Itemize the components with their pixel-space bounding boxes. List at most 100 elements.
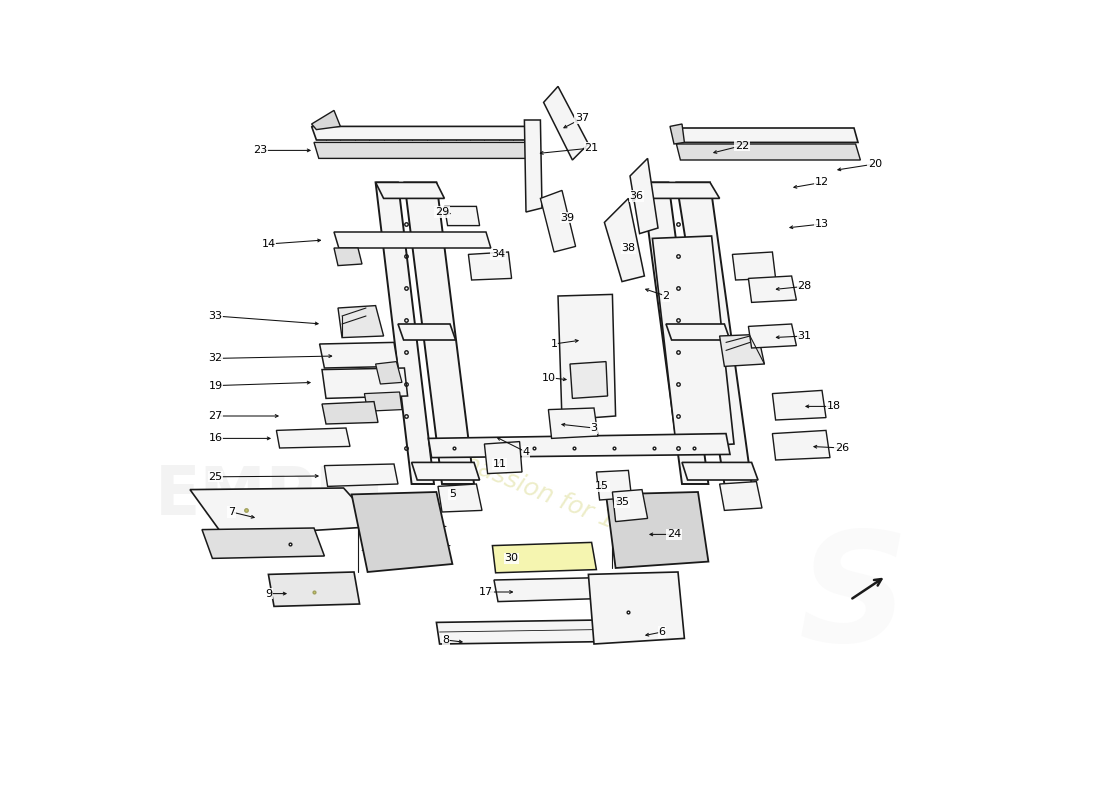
Text: 5: 5 [449, 490, 455, 499]
Polygon shape [375, 182, 434, 484]
Polygon shape [670, 124, 684, 144]
Polygon shape [630, 158, 658, 234]
Text: 17: 17 [478, 587, 493, 597]
Polygon shape [438, 484, 482, 512]
Text: 39: 39 [561, 213, 574, 222]
Polygon shape [676, 182, 751, 484]
Text: 14: 14 [262, 239, 275, 249]
Polygon shape [543, 86, 588, 160]
Text: 13: 13 [815, 219, 829, 229]
Polygon shape [540, 190, 575, 252]
Polygon shape [276, 428, 350, 448]
Polygon shape [596, 470, 631, 500]
Polygon shape [606, 492, 708, 568]
Text: EMPIE: EMPIE [155, 463, 385, 529]
Text: 11: 11 [493, 459, 507, 469]
Text: 35: 35 [615, 498, 629, 507]
Polygon shape [311, 126, 532, 140]
Polygon shape [375, 362, 402, 384]
Polygon shape [682, 462, 758, 480]
Polygon shape [311, 110, 340, 130]
Polygon shape [719, 334, 764, 366]
Text: 12: 12 [815, 178, 829, 187]
Text: 10: 10 [541, 373, 556, 382]
Text: 32: 32 [209, 354, 222, 363]
Polygon shape [733, 252, 775, 280]
Polygon shape [674, 128, 858, 142]
Polygon shape [469, 252, 512, 280]
Text: 33: 33 [209, 311, 222, 321]
Polygon shape [190, 488, 378, 536]
Polygon shape [444, 206, 480, 226]
Polygon shape [352, 492, 452, 572]
Text: 18: 18 [827, 402, 842, 411]
Polygon shape [570, 362, 607, 398]
Text: 9: 9 [265, 589, 272, 598]
Text: 19: 19 [209, 381, 222, 390]
Text: 37: 37 [575, 114, 590, 123]
Polygon shape [428, 434, 730, 458]
Text: 38: 38 [621, 243, 636, 253]
Polygon shape [338, 306, 384, 338]
Polygon shape [748, 276, 796, 302]
Text: 26: 26 [835, 443, 849, 453]
Polygon shape [320, 342, 398, 368]
Polygon shape [411, 462, 480, 480]
Polygon shape [398, 324, 455, 340]
Text: 2: 2 [662, 291, 670, 301]
Text: 1: 1 [550, 339, 558, 349]
Polygon shape [604, 198, 645, 282]
Text: 34: 34 [491, 250, 505, 259]
Text: S: S [799, 526, 909, 674]
Polygon shape [405, 182, 474, 484]
Text: 6: 6 [659, 627, 666, 637]
Text: 16: 16 [209, 434, 222, 443]
Polygon shape [334, 248, 362, 266]
Polygon shape [558, 294, 616, 420]
Text: 31: 31 [798, 331, 812, 341]
Polygon shape [719, 482, 762, 510]
Polygon shape [334, 232, 491, 248]
Polygon shape [772, 390, 826, 420]
Text: 29: 29 [434, 207, 449, 217]
Text: 36: 36 [629, 191, 644, 201]
Text: 15: 15 [595, 482, 609, 491]
Polygon shape [666, 324, 730, 340]
Text: 24: 24 [667, 530, 681, 539]
Polygon shape [525, 120, 542, 212]
Text: 20: 20 [868, 159, 882, 169]
Text: 21: 21 [584, 143, 598, 153]
Text: 25: 25 [209, 472, 222, 482]
Polygon shape [324, 464, 398, 486]
Polygon shape [493, 542, 596, 573]
Text: 28: 28 [798, 282, 812, 291]
Polygon shape [484, 442, 522, 474]
Polygon shape [642, 182, 708, 484]
Polygon shape [613, 490, 648, 522]
Polygon shape [652, 236, 734, 448]
Polygon shape [748, 324, 796, 348]
Text: 22: 22 [735, 141, 749, 150]
Text: a passion for 1985: a passion for 1985 [438, 442, 662, 550]
Polygon shape [772, 430, 830, 460]
Polygon shape [314, 142, 532, 158]
Text: 27: 27 [209, 411, 222, 421]
Polygon shape [676, 144, 860, 160]
Text: 8: 8 [442, 635, 450, 645]
Polygon shape [268, 572, 360, 606]
Polygon shape [588, 572, 684, 644]
Polygon shape [642, 182, 719, 198]
Polygon shape [202, 528, 324, 558]
Polygon shape [437, 620, 604, 644]
Text: 30: 30 [505, 554, 518, 563]
Polygon shape [549, 408, 598, 438]
Polygon shape [322, 368, 408, 398]
Text: 4: 4 [522, 447, 529, 457]
Text: 3: 3 [591, 423, 597, 433]
Polygon shape [494, 578, 606, 602]
Polygon shape [322, 402, 378, 424]
Text: 23: 23 [253, 146, 267, 155]
Polygon shape [375, 182, 444, 198]
Polygon shape [364, 392, 402, 411]
Text: 7: 7 [228, 507, 235, 517]
